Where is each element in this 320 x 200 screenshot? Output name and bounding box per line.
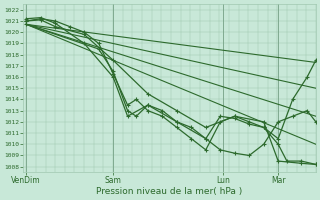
X-axis label: Pression niveau de la mer( hPa ): Pression niveau de la mer( hPa ) (96, 187, 243, 196)
